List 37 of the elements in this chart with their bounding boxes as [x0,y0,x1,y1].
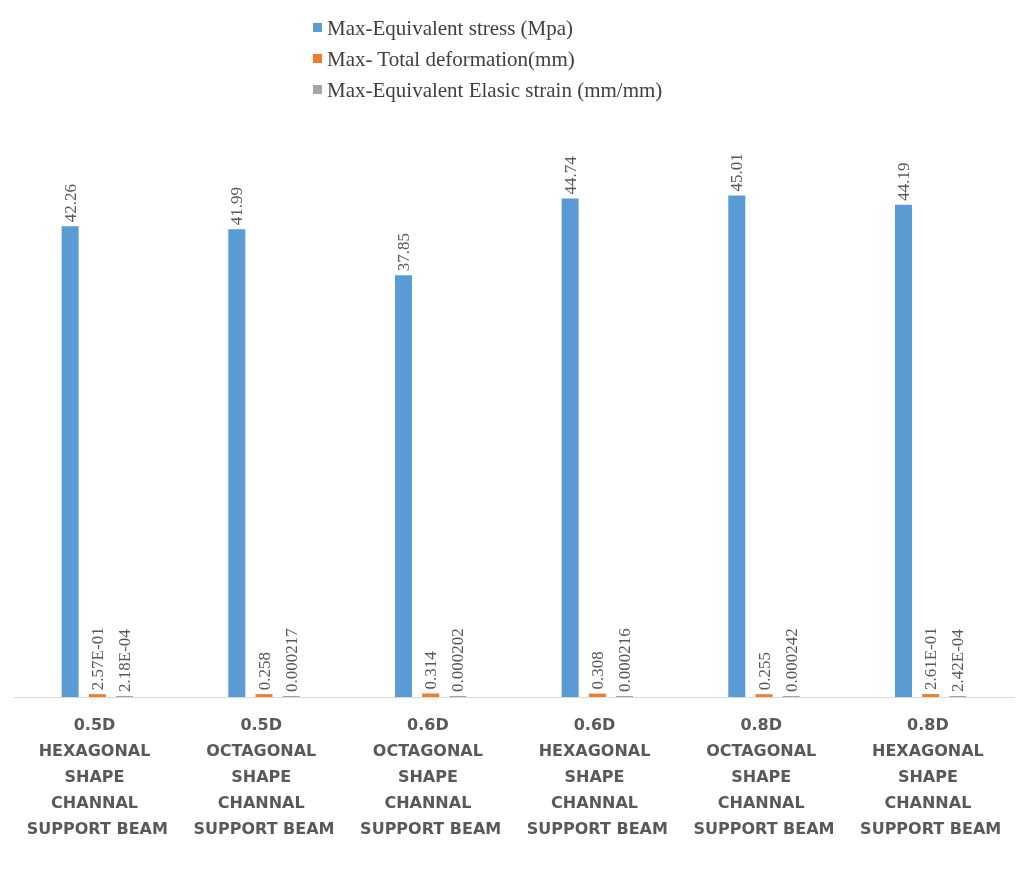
x-tick-label: 0.5D OCTAGONAL SHAPE CHANNAL SUPPORT BEAM [193,714,335,838]
data-label: 2.61E-01 [921,627,941,691]
bar [755,694,773,697]
legend-label: Max-Equivalent Elasic strain (mm/mm) [327,77,663,102]
data-label: 2.18E-04 [115,628,135,692]
bar [255,694,273,697]
x-tick-label: 0.6D HEXAGONAL SHAPE CHANNAL SUPPORT BEAM [526,714,668,838]
data-label: 2.57E-01 [87,627,107,691]
data-label: 0.314 [421,650,441,690]
data-label: 0.000202 [448,628,468,692]
x-tick-label: 0.5D HEXAGONAL SHAPE CHANNAL SUPPORT BEAM [26,714,168,838]
data-label: 45.01 [727,153,747,192]
legend-label: Max-Equivalent stress (Mpa) [327,15,574,40]
data-label: 0.000242 [781,628,801,692]
bar [228,229,246,697]
legend-label: Max- Total deformation(mm) [327,46,575,71]
bar [561,198,579,697]
data-label: 2.42E-04 [948,628,968,692]
bar [88,694,106,697]
data-label: 0.258 [254,651,274,691]
data-label: 42.26 [60,183,80,223]
data-label: 0.308 [587,651,607,690]
data-label: 41.99 [227,186,247,226]
data-label: 0.255 [754,651,774,691]
bar [728,195,746,697]
data-label: 37.85 [393,233,413,272]
bar [394,275,412,697]
data-label: 44.74 [560,155,580,195]
bar [922,694,940,697]
bar [61,226,79,697]
x-tick-label: 0.8D HEXAGONAL SHAPE CHANNAL SUPPORT BEAM [860,714,1002,838]
data-label: 0.000216 [615,628,635,692]
data-label: 0.000217 [281,627,301,692]
x-tick-label: 0.8D OCTAGONAL SHAPE CHANNAL SUPPORT BEAM [693,714,835,838]
bar [894,204,912,697]
data-label: 44.19 [893,162,913,201]
x-tick-label: 0.6D OCTAGONAL SHAPE CHANNAL SUPPORT BEAM [360,714,502,838]
